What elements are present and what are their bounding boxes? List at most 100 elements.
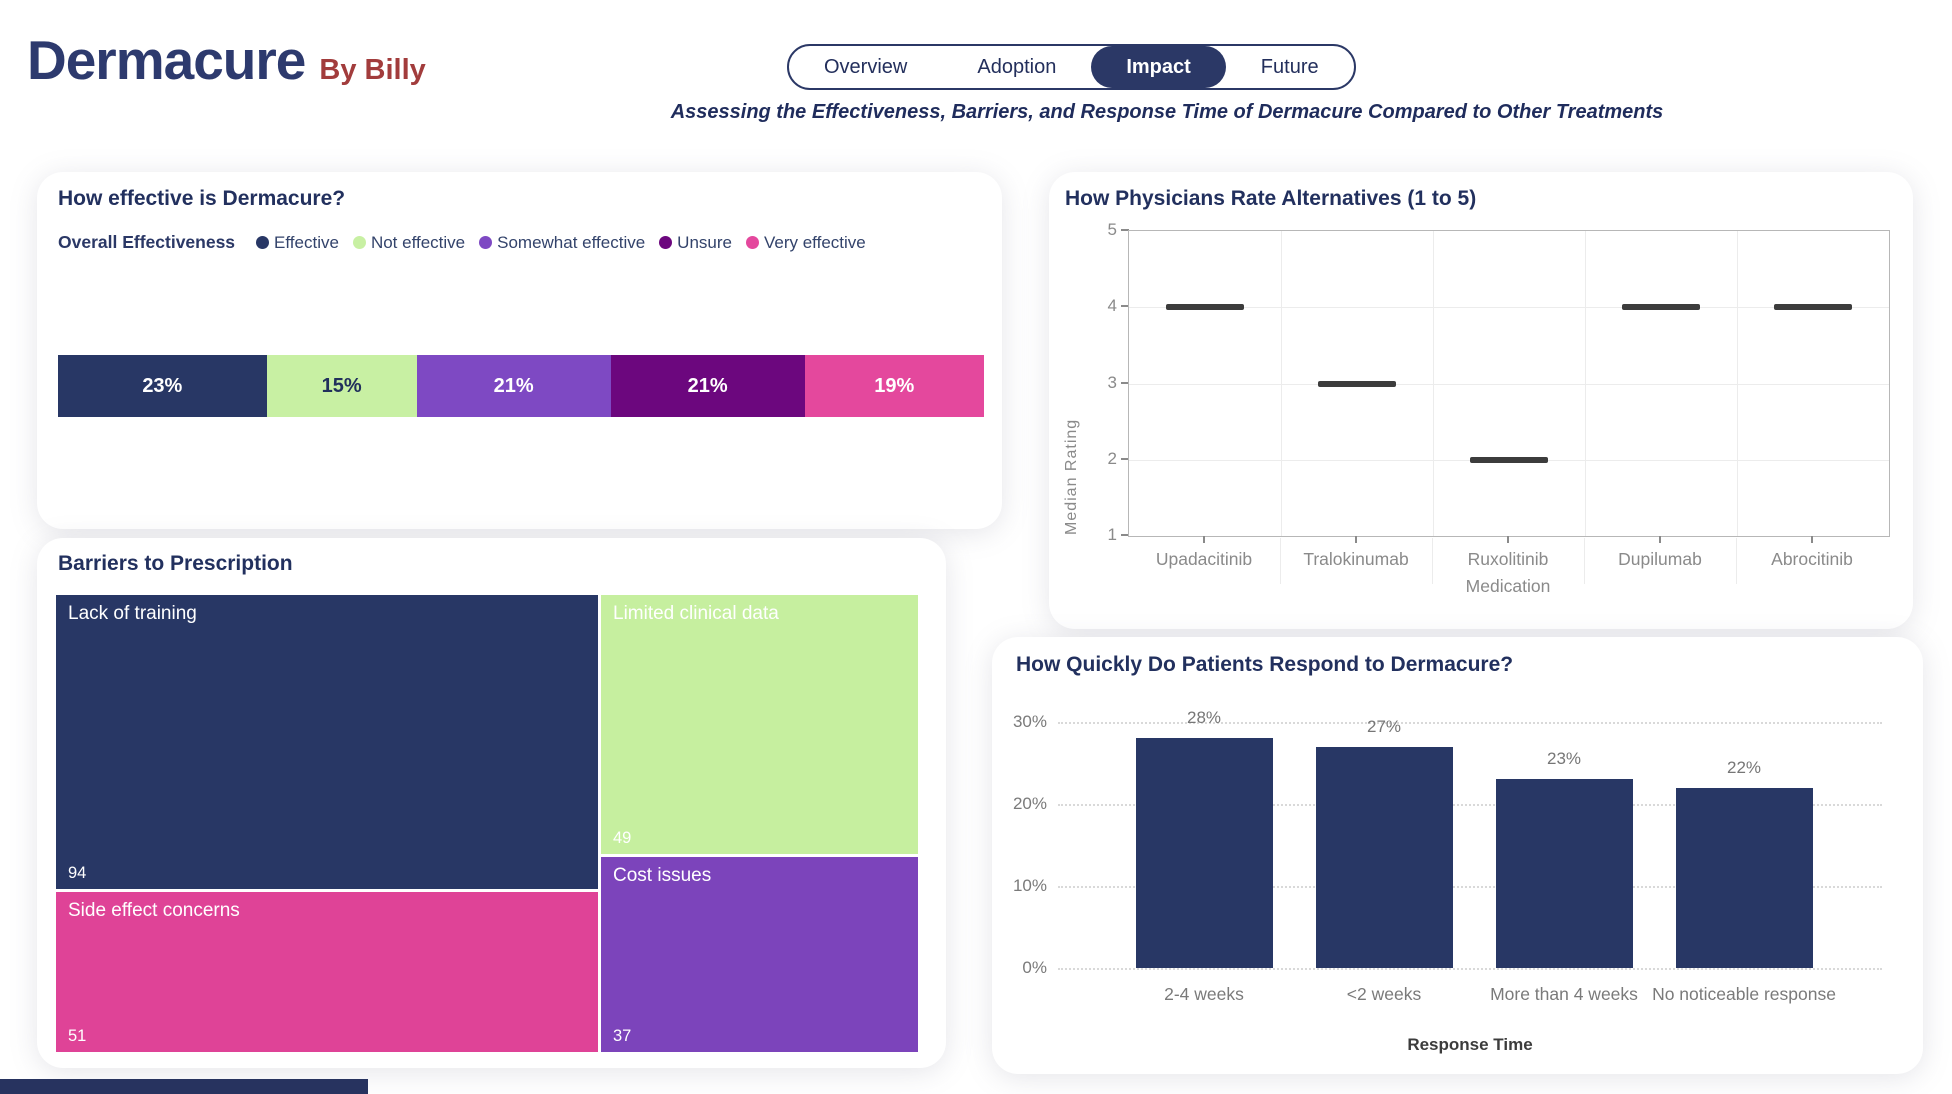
nav-tabs: Overview Adoption Impact Future <box>787 44 1356 90</box>
median-marker-tralokinumab[interactable] <box>1318 380 1396 387</box>
barriers-card-title: Barriers to Prescription <box>58 552 293 575</box>
gridline-y-0 <box>1058 968 1882 970</box>
legend-item-effective[interactable]: Effective <box>256 233 339 253</box>
xtick-mark <box>1811 536 1813 543</box>
gridline-x <box>1433 231 1434 536</box>
bar-value-label: 28% <box>1186 708 1222 728</box>
tab-adoption[interactable]: Adoption <box>977 56 1057 78</box>
page-subtitle: Assessing the Effectiveness, Barriers, a… <box>670 101 1664 123</box>
xtick-mark <box>1203 536 1205 543</box>
xtick-label-dupilumab: Dupilumab <box>1618 549 1702 569</box>
gridline-y-3 <box>1129 383 1889 385</box>
effectiveness-legend-items: Effective Not effective Somewhat effective… <box>256 233 866 253</box>
response-card: How Quickly Do Patients Respond to Derma… <box>992 637 1923 1074</box>
legend-label: Very effective <box>763 232 866 252</box>
bar-more-than-4-weeks[interactable] <box>1496 779 1633 968</box>
xtick-label-tralokinumab: Tralokinumab <box>1303 549 1409 569</box>
bar--2-weeks[interactable] <box>1316 746 1453 968</box>
treemap-cell-value: 37 <box>613 1027 632 1045</box>
stacked-segment-very-effective[interactable]: 19% <box>804 355 984 417</box>
bar-value-label: 22% <box>1726 757 1762 777</box>
bar-value-label: 23% <box>1546 749 1582 769</box>
median-marker-upadacitinib[interactable] <box>1166 304 1244 311</box>
xtick-mark <box>1659 536 1661 543</box>
gridline-y-4 <box>1129 307 1889 309</box>
effectiveness-legend-title: Overall Effectiveness <box>58 232 236 252</box>
axis-separator <box>1432 538 1433 584</box>
ytick-mark <box>1121 305 1129 308</box>
stacked-segment-somewhat-effective[interactable]: 21% <box>416 355 611 417</box>
median-marker-ruxolitinib[interactable] <box>1470 456 1548 463</box>
barriers-treemap: Lack of training 94 Side effect concerns 51… <box>56 595 918 1052</box>
page-title: Dermacure <box>27 29 306 91</box>
xtick-label--2-weeks: <2 weeks <box>1346 984 1422 1004</box>
legend-dot-icon <box>745 236 759 249</box>
legend-dot-icon <box>352 236 366 249</box>
ytick-label-20: 20% <box>1012 794 1047 813</box>
xtick-label-ruxolitinib: Ruxolitinib <box>1467 549 1549 569</box>
legend-item-not-effective[interactable]: Not effective <box>352 233 465 253</box>
treemap-cell-value: 49 <box>613 829 632 847</box>
ytick-mark <box>1121 381 1129 384</box>
treemap-cell-label: Lack of training <box>68 603 197 624</box>
ytick-label-3: 3 <box>1107 372 1117 392</box>
axis-separator <box>1280 538 1281 584</box>
stacked-segment-effective[interactable]: 23% <box>58 355 267 417</box>
treemap-cell-value: 51 <box>68 1027 87 1045</box>
gridline-x <box>1585 231 1586 536</box>
legend-item-unsure[interactable]: Unsure <box>659 233 732 253</box>
alternatives-card-title: How Physicians Rate Alternatives (1 to 5… <box>1065 187 1477 210</box>
effectiveness-stacked-bar: 23% 15% 21% 21% 19% <box>58 355 984 417</box>
alternatives-xaxis-title: Medication <box>1465 576 1551 596</box>
xtick-mark <box>1507 536 1509 543</box>
response-card-title: How Quickly Do Patients Respond to Derma… <box>1016 653 1514 676</box>
gridline-x <box>1737 231 1738 536</box>
ytick-label-5: 5 <box>1107 220 1117 239</box>
treemap-cell-label: Cost issues <box>613 865 712 886</box>
treemap-cell-lack-of-training[interactable]: Lack of training 94 <box>56 595 598 889</box>
ytick-mark <box>1121 534 1129 536</box>
median-marker-dupilumab[interactable] <box>1622 304 1700 311</box>
gridline-y-30 <box>1058 722 1882 724</box>
treemap-cell-side-effect-concerns[interactable]: Side effect concerns 51 <box>56 892 598 1052</box>
response-plot: 0% 10% 20% 30% 28% 2-4 weeks 27% <2 weeks 23% Mor… <box>992 637 1923 1074</box>
median-marker-abrocitinib[interactable] <box>1774 304 1852 311</box>
legend-item-somewhat-effective[interactable]: Somewhat effective <box>479 233 645 253</box>
axis-separator <box>1736 538 1737 584</box>
treemap-cell-value: 94 <box>68 864 87 882</box>
legend-dot-icon <box>479 236 493 249</box>
stacked-segment-not-effective[interactable]: 15% <box>266 355 417 417</box>
gridline-x <box>1281 231 1282 536</box>
ytick-label-2: 2 <box>1107 448 1117 468</box>
treemap-cell-cost-issues[interactable]: Cost issues 37 <box>601 857 918 1052</box>
treemap-cell-limited-clinical-data[interactable]: Limited clinical data 49 <box>601 595 918 854</box>
xtick-label-abrocitinib: Abrocitinib <box>1771 549 1853 569</box>
legend-label: Unsure <box>677 232 732 252</box>
tab-future[interactable]: Future <box>1260 56 1319 78</box>
legend-label: Effective <box>274 232 339 252</box>
legend-label: Somewhat effective <box>497 232 646 252</box>
barriers-card: Barriers to Prescription Lack of trainin… <box>37 538 946 1068</box>
tab-overview[interactable]: Overview <box>824 56 908 78</box>
legend-dot-icon <box>659 236 673 249</box>
xtick-label-no-noticeable-response: No noticeable response <box>1652 984 1836 1004</box>
tab-impact[interactable]: Impact <box>1091 46 1226 88</box>
xtick-label-2-4-weeks: 2-4 weeks <box>1164 984 1244 1004</box>
xtick-mark <box>1355 536 1357 543</box>
bar-2-4-weeks[interactable] <box>1136 738 1273 968</box>
effectiveness-legend: Overall Effectiveness Effective Not effec… <box>58 232 866 253</box>
ytick-label-1: 1 <box>1107 525 1117 544</box>
ytick-label-30: 30% <box>1012 712 1047 731</box>
stacked-segment-unsure[interactable]: 21% <box>610 355 805 417</box>
legend-item-very-effective[interactable]: Very effective <box>745 232 866 253</box>
gridline-y-20 <box>1058 804 1882 806</box>
alternatives-card: How Physicians Rate Alternatives (1 to 5… <box>1049 172 1913 629</box>
treemap-cell-label: Side effect concerns <box>68 900 240 921</box>
effectiveness-card-title: How effective is Dermacure? <box>58 187 346 210</box>
alternatives-plot <box>1128 230 1890 537</box>
bar-no-noticeable-response[interactable] <box>1676 787 1813 968</box>
ytick-label-4: 4 <box>1107 296 1117 316</box>
treemap-cell-label: Limited clinical data <box>613 603 779 624</box>
ytick-label-10: 10% <box>1012 876 1047 895</box>
